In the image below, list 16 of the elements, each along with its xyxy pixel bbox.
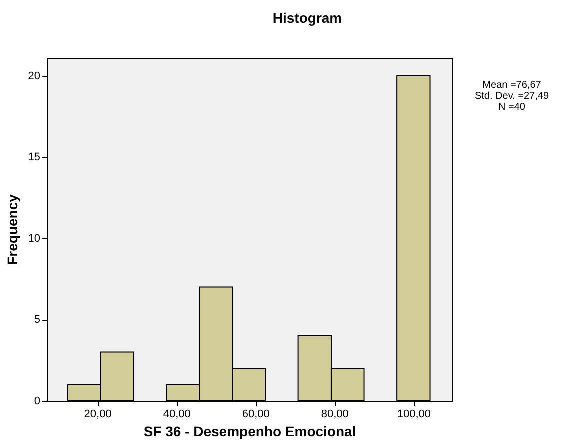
y-tick-label: 20 bbox=[28, 70, 40, 82]
x-axis-title: SF 36 - Desempenho Emocional bbox=[144, 424, 356, 440]
x-tick-label: 100,00 bbox=[397, 408, 431, 420]
y-axis-title: Frequency bbox=[4, 194, 20, 266]
x-tick-label: 40,00 bbox=[163, 408, 191, 420]
text: Std. Dev. =27,49 bbox=[474, 91, 550, 102]
text: Mean =76,67 bbox=[482, 80, 542, 91]
x-tick-label: 60,00 bbox=[242, 408, 270, 420]
x-tick-label: 20,00 bbox=[84, 408, 112, 420]
y-tick-label: 15 bbox=[28, 152, 40, 164]
y-tick-label: 0 bbox=[34, 396, 40, 408]
text: N =40 bbox=[498, 102, 526, 113]
y-tick-label: 5 bbox=[34, 314, 40, 326]
x-tick-label: 80,00 bbox=[321, 408, 349, 420]
y-tick-label: 10 bbox=[28, 232, 40, 245]
chart-title: Histogram bbox=[272, 10, 342, 26]
